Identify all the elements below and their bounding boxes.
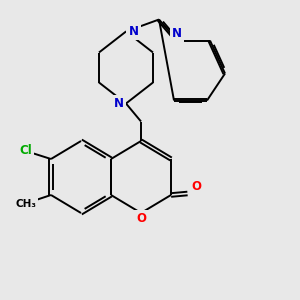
Text: O: O	[191, 180, 201, 194]
Text: N: N	[172, 27, 182, 40]
Text: O: O	[136, 212, 146, 225]
Text: N: N	[113, 97, 124, 110]
Text: Cl: Cl	[19, 143, 32, 157]
Text: N: N	[128, 25, 139, 38]
Text: CH₃: CH₃	[15, 199, 36, 209]
